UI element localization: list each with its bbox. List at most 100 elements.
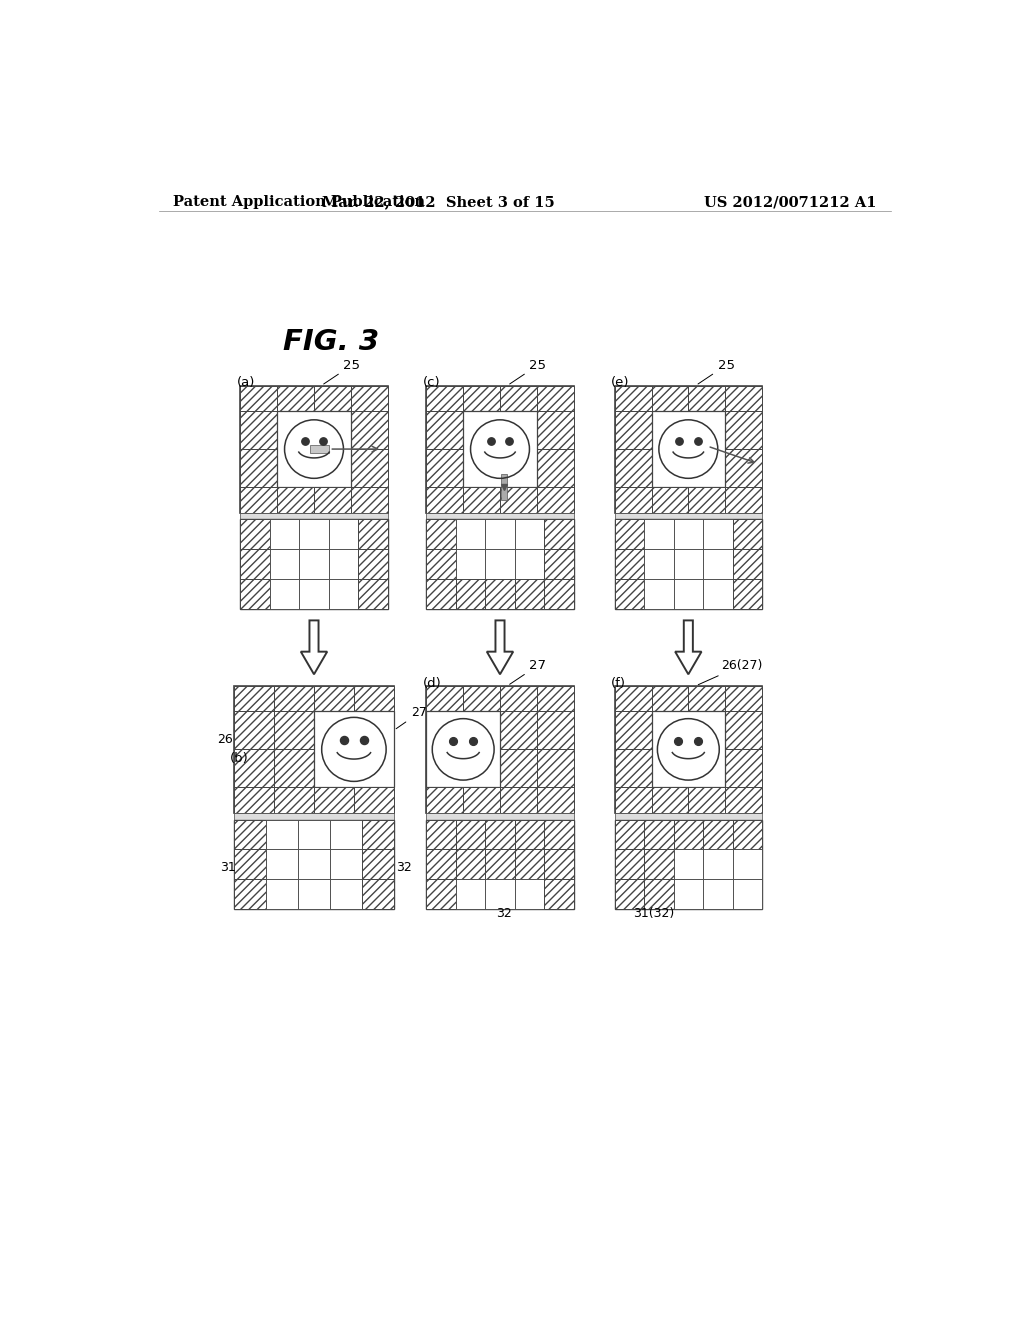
Text: 26: 26: [217, 733, 232, 746]
Bar: [614, 549, 644, 579]
Bar: [234, 813, 394, 820]
Bar: [703, 519, 732, 549]
Bar: [544, 850, 573, 879]
Bar: [515, 549, 544, 579]
Bar: [644, 879, 674, 909]
Bar: [500, 487, 537, 512]
Bar: [298, 879, 330, 909]
Bar: [485, 579, 515, 609]
Bar: [614, 487, 651, 512]
Bar: [674, 519, 703, 549]
Bar: [426, 686, 573, 813]
Bar: [703, 820, 732, 850]
Bar: [732, 820, 762, 850]
Bar: [725, 411, 762, 449]
Polygon shape: [486, 620, 513, 675]
Bar: [351, 449, 388, 487]
Text: 25: 25: [698, 359, 735, 384]
Bar: [314, 788, 354, 813]
Bar: [614, 750, 651, 788]
Bar: [234, 686, 394, 813]
Bar: [426, 686, 463, 711]
Bar: [651, 711, 725, 788]
Bar: [234, 711, 274, 750]
Bar: [463, 686, 500, 711]
Bar: [274, 788, 314, 813]
Text: 32: 32: [396, 861, 412, 874]
Bar: [500, 750, 537, 788]
Text: (c): (c): [423, 376, 440, 389]
Bar: [515, 519, 544, 549]
Bar: [651, 385, 688, 411]
Bar: [544, 879, 573, 909]
Bar: [278, 411, 351, 487]
Bar: [426, 519, 573, 609]
Text: 32: 32: [496, 907, 512, 920]
Bar: [544, 519, 573, 549]
Bar: [674, 820, 703, 850]
Bar: [330, 820, 361, 850]
Bar: [241, 512, 388, 519]
Bar: [241, 519, 270, 549]
Bar: [270, 549, 299, 579]
Bar: [674, 549, 703, 579]
Bar: [426, 820, 456, 850]
Bar: [463, 411, 537, 487]
Bar: [614, 411, 651, 449]
Bar: [426, 788, 463, 813]
Bar: [329, 579, 358, 609]
Bar: [426, 519, 456, 549]
Bar: [485, 879, 515, 909]
Bar: [361, 879, 394, 909]
Bar: [329, 549, 358, 579]
Bar: [426, 579, 456, 609]
Bar: [354, 788, 394, 813]
Bar: [426, 487, 463, 512]
Bar: [537, 411, 573, 449]
Bar: [274, 686, 314, 711]
Bar: [310, 445, 330, 453]
Bar: [732, 519, 762, 549]
Text: 27: 27: [396, 706, 427, 729]
Bar: [234, 820, 266, 850]
Bar: [651, 411, 725, 487]
Bar: [732, 549, 762, 579]
Bar: [278, 385, 314, 411]
Text: (f): (f): [611, 677, 626, 689]
Bar: [614, 820, 644, 850]
Bar: [500, 711, 537, 750]
Bar: [544, 549, 573, 579]
Bar: [614, 711, 651, 750]
Bar: [274, 750, 314, 788]
Bar: [463, 385, 500, 411]
Bar: [351, 411, 388, 449]
Bar: [725, 686, 762, 711]
Bar: [241, 549, 270, 579]
Bar: [314, 385, 351, 411]
Bar: [485, 820, 515, 850]
Bar: [732, 879, 762, 909]
Bar: [674, 579, 703, 609]
Bar: [644, 519, 674, 549]
Bar: [485, 519, 515, 549]
Bar: [426, 549, 456, 579]
Bar: [456, 850, 485, 879]
Bar: [358, 579, 388, 609]
Bar: [234, 879, 266, 909]
Bar: [502, 474, 507, 500]
Bar: [270, 519, 299, 549]
Bar: [500, 788, 537, 813]
Bar: [456, 879, 485, 909]
Bar: [688, 788, 725, 813]
Bar: [537, 711, 573, 750]
Bar: [725, 750, 762, 788]
Bar: [651, 686, 688, 711]
Bar: [614, 850, 644, 879]
Bar: [614, 788, 651, 813]
Text: (e): (e): [611, 376, 630, 389]
Bar: [426, 385, 573, 512]
Bar: [456, 820, 485, 850]
Bar: [644, 549, 674, 579]
Text: 31(32): 31(32): [633, 907, 675, 920]
Bar: [354, 686, 394, 711]
